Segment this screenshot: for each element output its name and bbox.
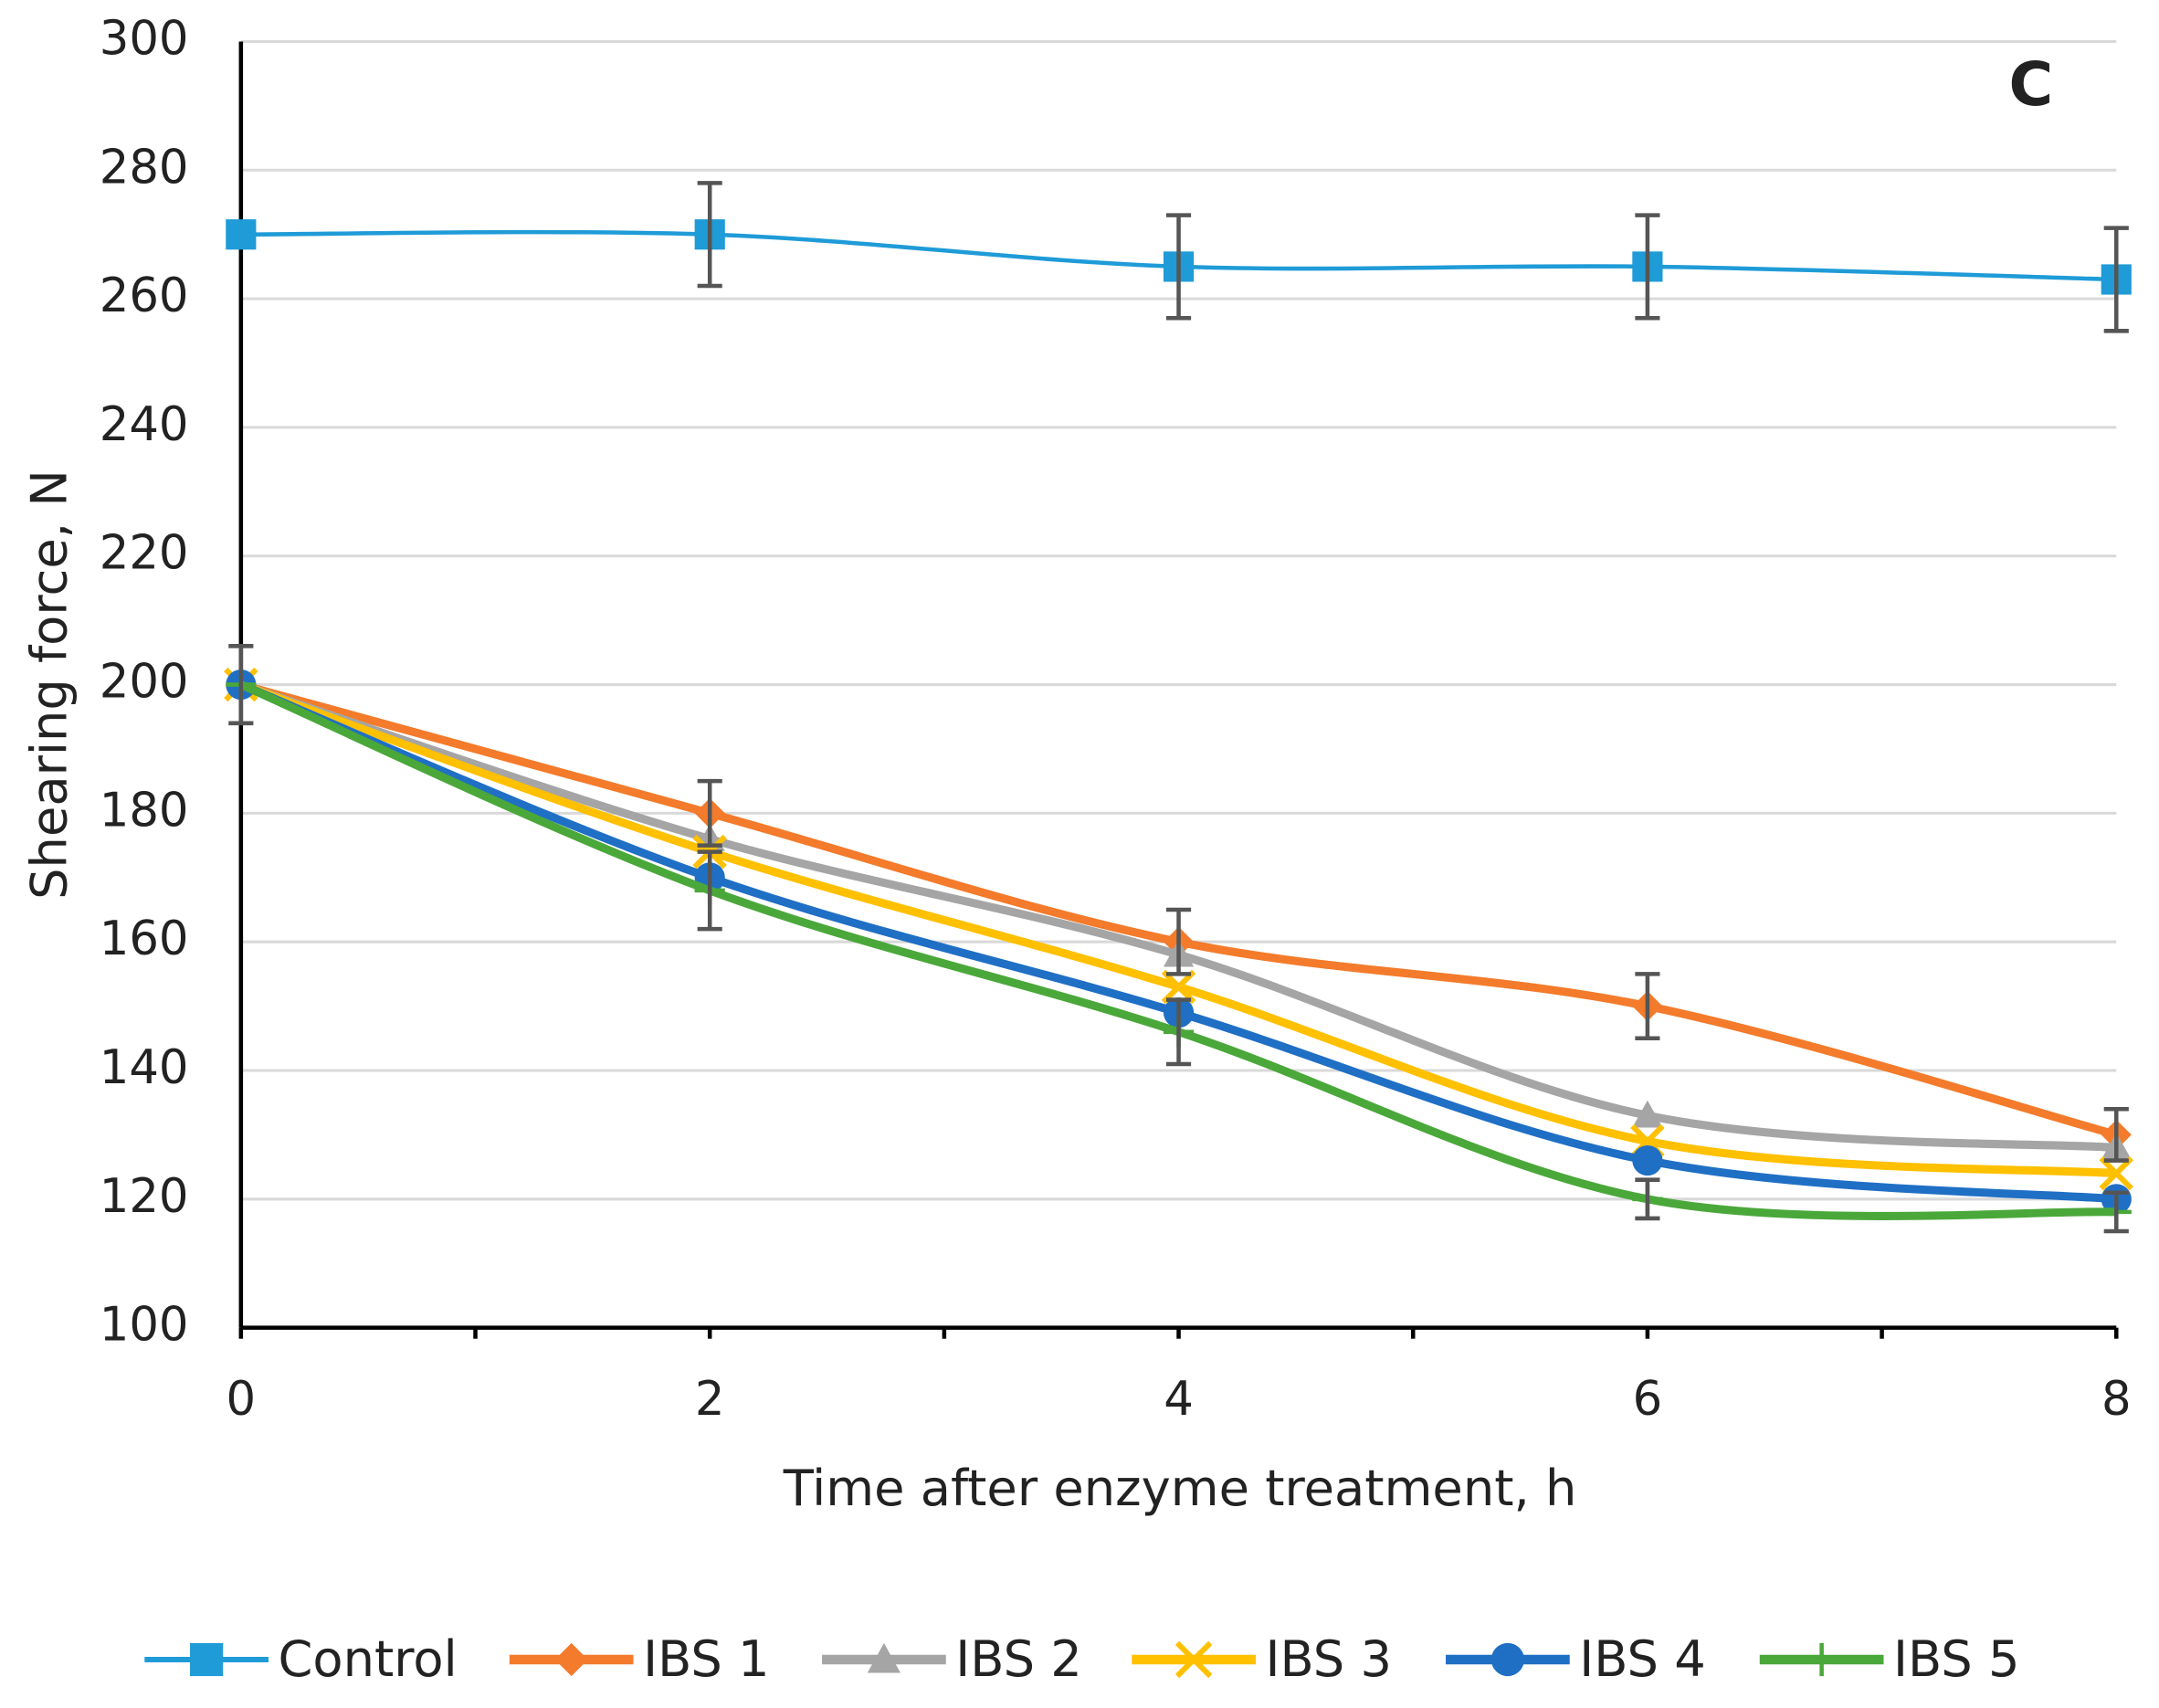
legend-item: Control xyxy=(144,1630,458,1688)
x-tick-label: 2 xyxy=(695,1372,725,1427)
legend-label: Control xyxy=(279,1630,458,1688)
error-bar xyxy=(1635,1177,1660,1221)
error-bar xyxy=(1165,907,1192,976)
data-point xyxy=(1632,1144,1663,1176)
legend-marker xyxy=(190,1642,224,1677)
y-tick-label: 240 xyxy=(100,397,189,452)
y-tick-label: 220 xyxy=(100,526,189,581)
legend-label: IBS 2 xyxy=(955,1630,1082,1688)
legend-label: IBS 3 xyxy=(1266,1630,1393,1688)
y-tick-label: 180 xyxy=(100,783,189,838)
x-tick-label: 8 xyxy=(2101,1372,2132,1427)
legend-marker xyxy=(554,1642,588,1677)
y-tick-label: 260 xyxy=(100,269,189,323)
x-tick-label: 0 xyxy=(226,1372,257,1427)
y-tick-label: 100 xyxy=(100,1298,189,1353)
error-bar xyxy=(697,778,722,848)
y-tick-label: 280 xyxy=(100,140,189,195)
legend-item: IBS 1 xyxy=(509,1630,770,1688)
legend-marker xyxy=(867,1642,901,1673)
legend-label: IBS 5 xyxy=(1893,1630,2020,1688)
error-bar xyxy=(1165,997,1192,1067)
y-tick-label: 160 xyxy=(100,912,189,966)
legend-label: IBS 4 xyxy=(1579,1630,1706,1688)
error-bar xyxy=(2103,1190,2129,1234)
y-tick-label: 300 xyxy=(100,11,189,66)
legend-item: IBS 5 xyxy=(1759,1630,2020,1688)
legend-item: IBS 3 xyxy=(1132,1630,1392,1688)
data-point xyxy=(1161,969,1196,1005)
legend-label: IBS 1 xyxy=(643,1630,770,1688)
error-bar xyxy=(697,849,722,932)
x-tick-label: 4 xyxy=(1164,1372,1194,1427)
error-bar xyxy=(1165,213,1192,321)
error-bar xyxy=(228,644,254,726)
error-bar xyxy=(2103,226,2129,333)
y-axis-title: Shearing force, N xyxy=(20,469,78,900)
data-point xyxy=(2099,1155,2133,1191)
y-tick-label: 120 xyxy=(100,1169,189,1224)
legend-marker xyxy=(1805,1642,1838,1677)
legend-item: IBS 2 xyxy=(822,1630,1082,1688)
y-tick-label: 140 xyxy=(100,1040,189,1095)
data-point xyxy=(226,219,257,250)
error-bar xyxy=(1635,213,1660,321)
x-tick-label: 6 xyxy=(1633,1372,1663,1427)
legend-marker xyxy=(1174,1640,1213,1679)
data-point xyxy=(1632,1100,1663,1128)
legend-item: IBS 4 xyxy=(1446,1630,1706,1688)
error-bar xyxy=(697,181,722,289)
panel-label: C xyxy=(2008,48,2053,120)
error-bar xyxy=(2103,1106,2129,1163)
y-tick-label: 200 xyxy=(100,655,189,710)
error-bar xyxy=(1635,972,1660,1041)
legend-marker xyxy=(1490,1642,1524,1677)
x-axis-title: Time after enzyme treatment, h xyxy=(783,1460,1577,1517)
